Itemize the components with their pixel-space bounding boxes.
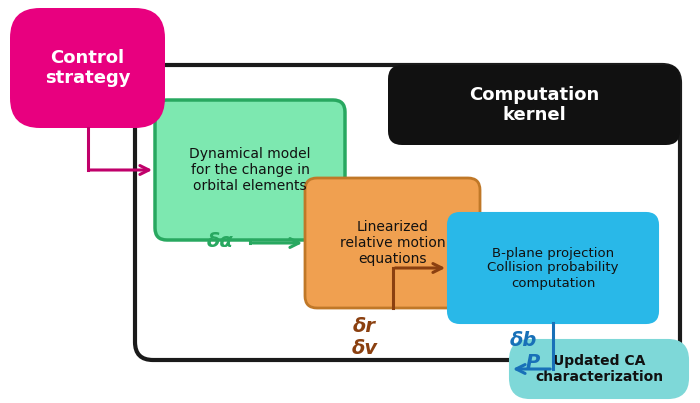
Text: Control
strategy: Control strategy	[45, 49, 130, 87]
Text: δα: δα	[206, 232, 233, 251]
FancyBboxPatch shape	[388, 65, 680, 145]
Text: Updated CA
characterization: Updated CA characterization	[535, 354, 663, 384]
Text: δr: δr	[353, 316, 376, 336]
FancyBboxPatch shape	[305, 178, 480, 308]
Text: P: P	[526, 353, 540, 372]
Text: δv: δv	[351, 339, 377, 357]
Text: Computation
kernel: Computation kernel	[469, 85, 599, 125]
Text: Linearized
relative motion
equations: Linearized relative motion equations	[340, 220, 445, 266]
FancyBboxPatch shape	[135, 65, 680, 360]
FancyBboxPatch shape	[10, 8, 165, 128]
Text: B-plane projection
Collision probability
computation: B-plane projection Collision probability…	[487, 247, 619, 289]
Text: δb: δb	[510, 332, 537, 351]
Text: Dynamical model
for the change in
orbital elements: Dynamical model for the change in orbita…	[189, 147, 311, 193]
FancyBboxPatch shape	[510, 340, 688, 398]
FancyBboxPatch shape	[448, 213, 658, 323]
FancyBboxPatch shape	[155, 100, 345, 240]
